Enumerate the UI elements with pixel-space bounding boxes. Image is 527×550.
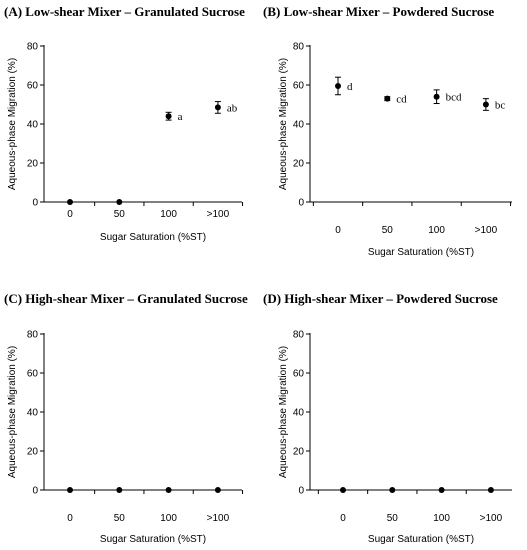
x-tick-label: 0 xyxy=(67,513,73,524)
x-tick-label: 50 xyxy=(114,209,126,220)
y-tick-label: 60 xyxy=(293,81,305,92)
x-tick-label: >100 xyxy=(480,513,503,524)
significance-label: a xyxy=(178,111,183,123)
y-tick-label: 20 xyxy=(293,159,305,170)
y-tick-label: 40 xyxy=(27,408,39,419)
x-tick-label: 50 xyxy=(382,225,394,236)
data-point xyxy=(389,487,396,493)
data-point xyxy=(433,93,440,100)
panel-c: (C) High-shear Mixer – Granulated Sucros… xyxy=(4,291,248,545)
x-tick-label: 100 xyxy=(160,209,177,220)
x-tick-label: 100 xyxy=(433,513,450,524)
panel-a: (A) Low-shear Mixer – Granulated Sucrose… xyxy=(4,4,245,243)
y-tick-label: 0 xyxy=(298,486,304,497)
x-axis-label: Sugar Saturation (%ST) xyxy=(100,232,206,243)
x-tick-label: >100 xyxy=(207,513,230,524)
data-point xyxy=(438,487,445,493)
x-tick-label: 0 xyxy=(335,225,341,236)
data-point xyxy=(384,95,391,102)
y-tick-label: 80 xyxy=(27,330,39,341)
y-tick-label: 20 xyxy=(293,447,305,458)
data-point xyxy=(165,113,172,120)
panel-b-title: (B) Low-shear Mixer – Powdered Sucrose xyxy=(263,4,494,19)
y-tick-label: 40 xyxy=(27,120,39,131)
y-axis-label: Aqueous-phase Migration (%) xyxy=(7,58,18,190)
y-tick-label: 0 xyxy=(298,198,304,209)
x-tick-label: 0 xyxy=(67,209,73,220)
data-point xyxy=(116,487,123,493)
significance-label: bcd xyxy=(446,92,462,104)
data-point xyxy=(335,82,341,89)
panel-d: (D) High-shear Mixer – Powdered Sucrose … xyxy=(263,291,512,545)
y-tick-label: 60 xyxy=(27,81,39,92)
y-tick-label: 60 xyxy=(293,369,305,380)
significance-label: ab xyxy=(227,102,238,114)
y-tick-label: 20 xyxy=(27,447,39,458)
x-axis-label: Sugar Saturation (%ST) xyxy=(368,534,474,545)
data-point xyxy=(67,487,73,493)
data-point xyxy=(214,487,221,493)
data-point xyxy=(67,199,73,205)
y-tick-label: 60 xyxy=(27,369,39,380)
data-point xyxy=(214,104,221,111)
significance-label: bc xyxy=(495,100,506,112)
x-tick-label: 50 xyxy=(387,513,399,524)
y-axis-label: Aqueous-phase Migration (%) xyxy=(7,346,18,478)
x-tick-label: 50 xyxy=(114,513,126,524)
significance-label: d xyxy=(347,81,353,93)
panel-d-title: (D) High-shear Mixer – Powdered Sucrose xyxy=(263,291,498,306)
y-tick-label: 20 xyxy=(27,159,39,170)
data-point xyxy=(340,487,346,493)
panel-b: (B) Low-shear Mixer – Powdered Sucrose 0… xyxy=(263,4,512,258)
y-tick-label: 40 xyxy=(293,120,305,131)
x-tick-label: >100 xyxy=(475,225,498,236)
x-tick-label: 100 xyxy=(428,225,445,236)
y-axis-label: Aqueous-phase Migration (%) xyxy=(278,346,289,478)
y-tick-label: 0 xyxy=(32,198,38,209)
data-point xyxy=(482,101,489,108)
x-tick-label: >100 xyxy=(207,209,230,220)
y-tick-label: 40 xyxy=(293,408,305,419)
significance-label: cd xyxy=(396,94,407,106)
x-axis-label: Sugar Saturation (%ST) xyxy=(100,534,206,545)
x-axis-label: Sugar Saturation (%ST) xyxy=(368,247,474,258)
x-tick-label: 100 xyxy=(160,513,177,524)
y-tick-label: 80 xyxy=(27,42,39,53)
y-axis-label: Aqueous-phase Migration (%) xyxy=(278,58,289,190)
panel-c-title: (C) High-shear Mixer – Granulated Sucros… xyxy=(4,291,248,306)
data-point xyxy=(487,487,494,493)
x-tick-label: 0 xyxy=(340,513,346,524)
data-point xyxy=(116,199,123,205)
y-tick-label: 0 xyxy=(32,486,38,497)
y-tick-label: 80 xyxy=(293,42,305,53)
panel-a-title: (A) Low-shear Mixer – Granulated Sucrose xyxy=(4,4,245,19)
y-tick-label: 80 xyxy=(293,330,305,341)
data-point xyxy=(165,487,172,493)
